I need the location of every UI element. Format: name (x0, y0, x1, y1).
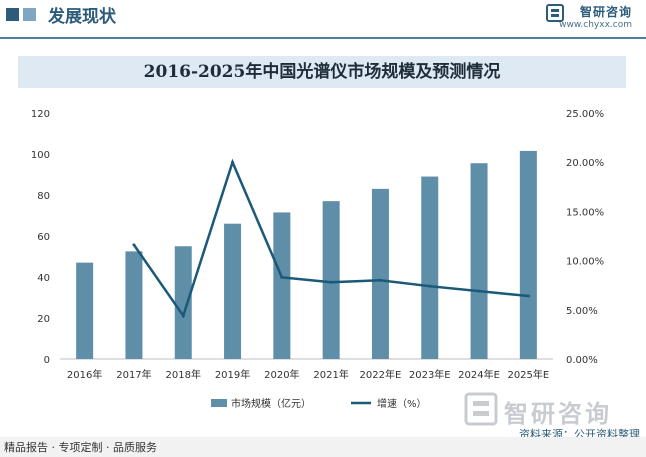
section-title: 发展现状 (48, 7, 116, 27)
bar (470, 163, 488, 359)
line-point (526, 294, 530, 298)
bar (224, 223, 242, 359)
line-point (428, 284, 432, 288)
header-divider (0, 37, 646, 39)
line-point (329, 280, 333, 284)
y-right-tick-label: 25.00% (566, 109, 604, 120)
y-left-tick-label: 60 (37, 232, 50, 243)
line-point (181, 314, 185, 318)
y-right-tick-label: 15.00% (566, 207, 604, 218)
x-tick-label: 2021年 (313, 368, 348, 381)
x-tick-label: 2025年E (507, 368, 549, 381)
x-tick-label: 2020年 (264, 368, 299, 381)
page-footer: 精品报告 · 专项定制 · 品质服务 (0, 437, 646, 457)
x-tick-label: 2022年E (360, 368, 402, 381)
bar (273, 212, 291, 359)
y-left-tick-label: 120 (31, 109, 50, 120)
brand: 智研咨询 www.chyxx.com (559, 3, 632, 30)
y-left-tick-label: 20 (37, 314, 50, 325)
line-point (231, 160, 235, 164)
y-left-tick-label: 0 (44, 355, 50, 366)
y-right-tick-label: 10.00% (566, 257, 604, 268)
brand-logo-icon (546, 4, 564, 22)
bar (371, 188, 389, 359)
y-right-tick-label: 0.00% (566, 355, 598, 366)
page-header: 发展现状 智研咨询 www.chyxx.com (0, 0, 646, 30)
y-left-tick-label: 40 (37, 273, 50, 284)
bar (76, 262, 94, 359)
footer-slogan: 精品报告 · 专项定制 · 品质服务 (4, 441, 157, 454)
line-point (378, 278, 382, 282)
x-tick-label: 2018年 (166, 368, 201, 381)
watermark-text: 智研咨询 (504, 400, 612, 428)
x-tick-label: 2023年E (409, 368, 451, 381)
bar (421, 176, 439, 359)
brand-name: 智研咨询 (579, 5, 632, 19)
legend-label-bar: 市场规模（亿元） (231, 397, 311, 410)
y-left-tick-label: 100 (31, 150, 50, 161)
x-tick-label: 2019年 (215, 368, 250, 381)
legend-label-line: 增速（%） (377, 397, 427, 410)
header-squares-icon (6, 8, 36, 21)
line-point (477, 289, 481, 293)
y-right-tick-label: 20.00% (566, 158, 604, 169)
x-tick-label: 2016年 (67, 368, 102, 381)
bar (519, 150, 537, 359)
bar (174, 246, 192, 359)
x-tick-label: 2024年E (458, 368, 500, 381)
line-point (132, 243, 136, 247)
y-right-tick-label: 5.00% (566, 306, 598, 317)
watermark-logo-icon (464, 392, 498, 426)
y-left-tick-label: 80 (37, 191, 50, 202)
brand-url: www.chyxx.com (559, 20, 632, 30)
x-tick-label: 2017年 (116, 368, 151, 381)
chart-title-bar: 2016-2025年中国光谱仪市场规模及预测情况 (18, 56, 626, 88)
line-point (280, 275, 284, 279)
chart-title: 2016-2025年中国光谱仪市场规模及预测情况 (143, 62, 501, 82)
bar (322, 201, 340, 359)
bar (125, 251, 143, 359)
legend-swatch-bar (211, 399, 227, 407)
